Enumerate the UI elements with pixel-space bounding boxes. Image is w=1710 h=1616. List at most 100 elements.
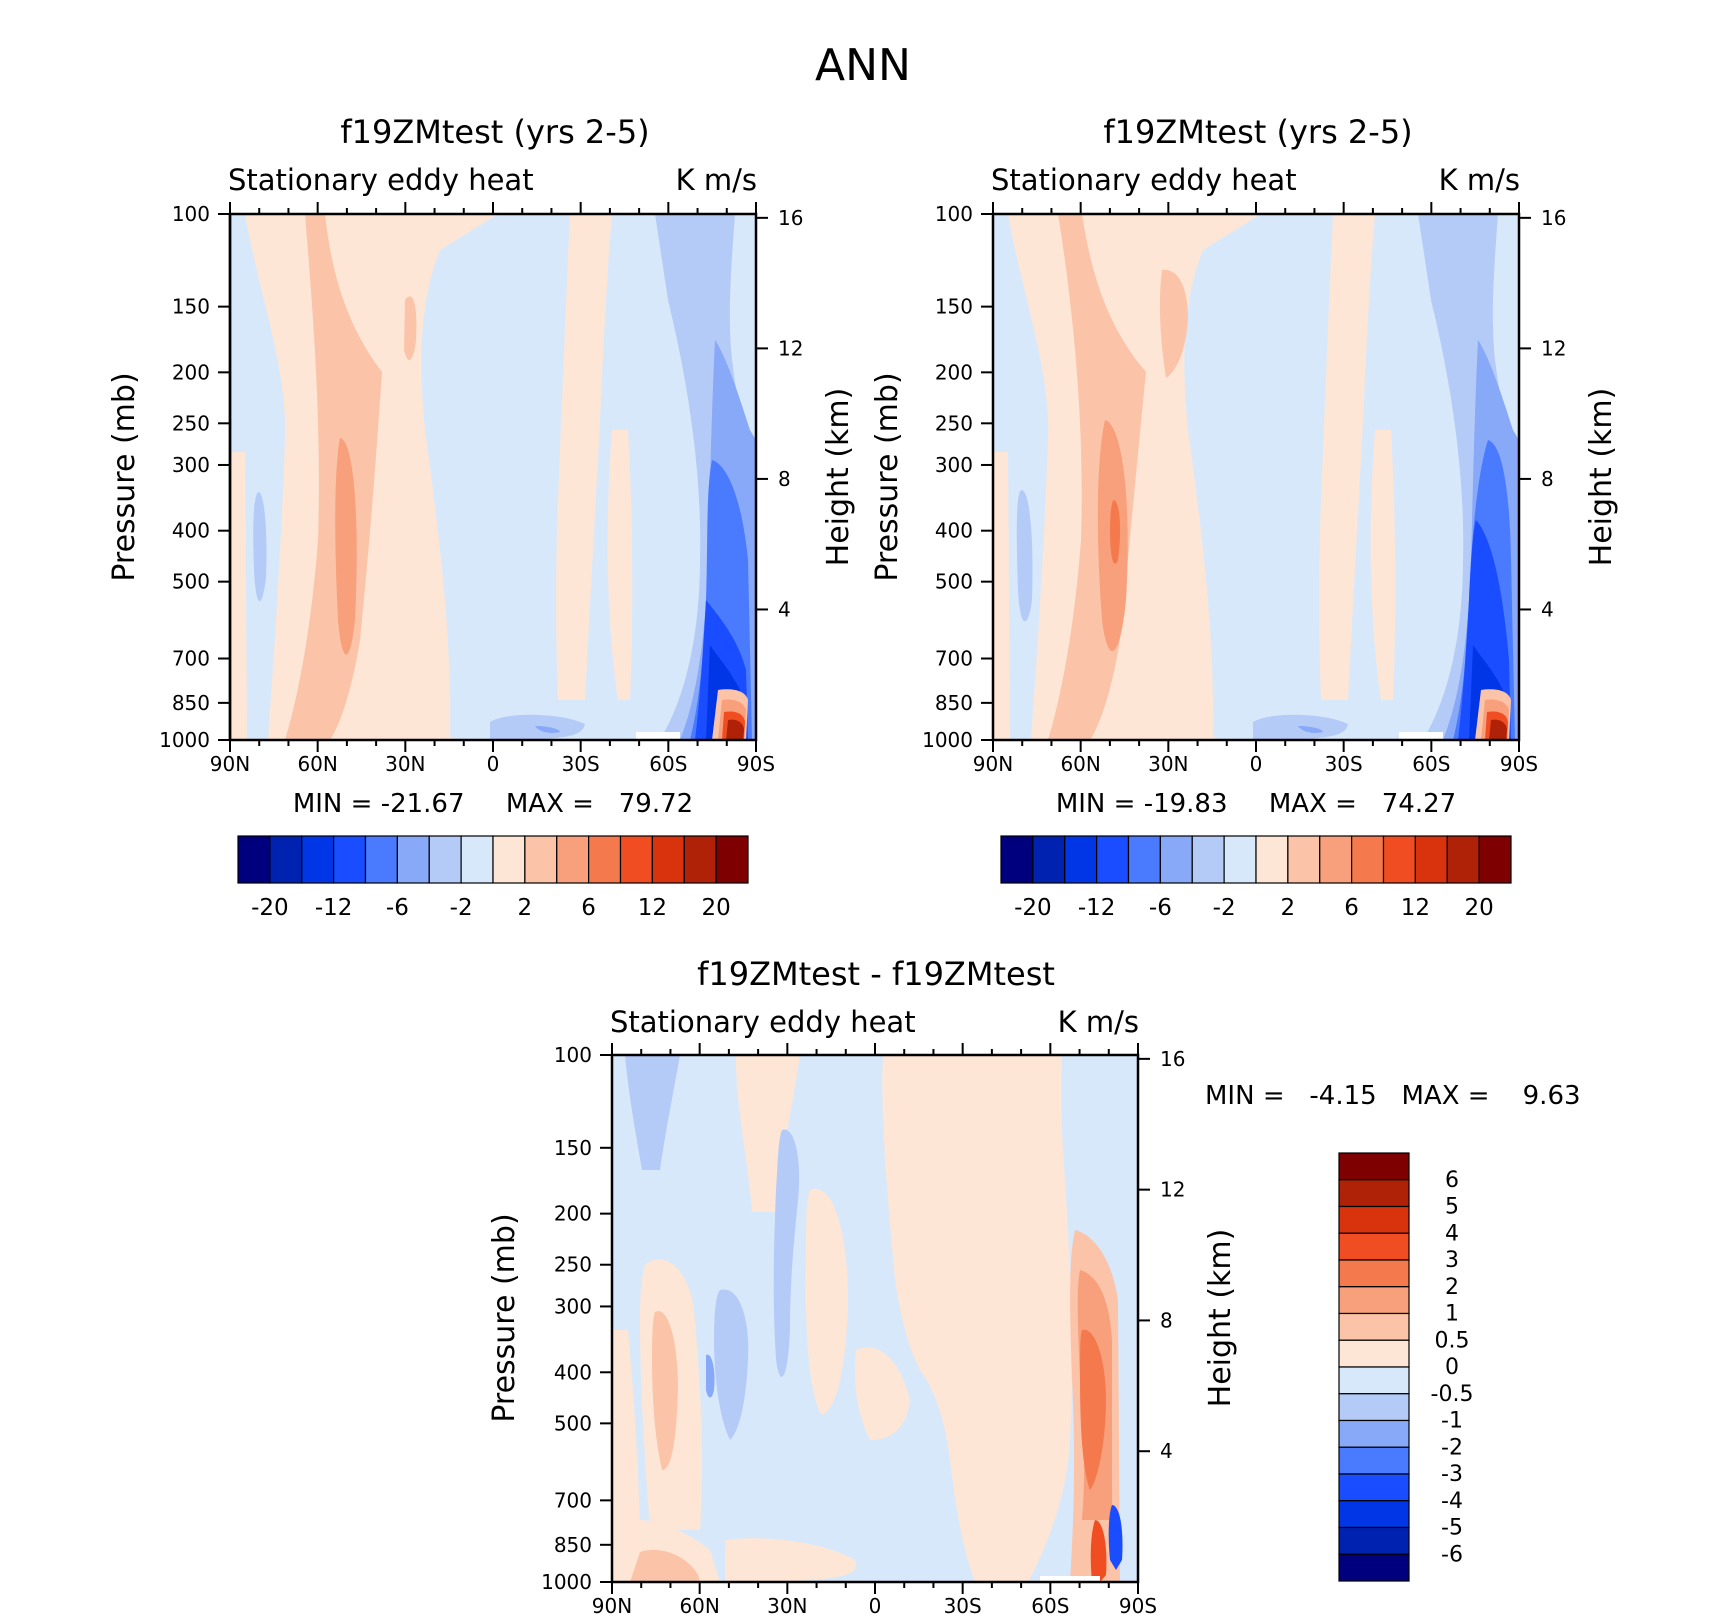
colorbar-swatch	[1338, 1473, 1410, 1502]
x-tick-label: 0	[1250, 752, 1263, 776]
min-value: -19.83	[1144, 789, 1228, 819]
y-right-tick-label: 4	[778, 597, 791, 621]
panel-subtitle-right: K m/s	[676, 163, 757, 197]
x-tick-label: 90N	[973, 752, 1013, 776]
y-tick-label: 850	[935, 691, 973, 715]
colorbar-label: 2	[1281, 895, 1296, 921]
y-tick-label: 400	[935, 519, 973, 543]
x-tick-label: 60S	[1031, 1594, 1069, 1616]
min-value: -4.15	[1309, 1081, 1376, 1111]
colorbar-swatch	[651, 835, 685, 884]
colorbar-label: -12	[1078, 895, 1116, 921]
colorbar-swatch	[1338, 1312, 1410, 1341]
y-axis-title: Pressure (mb)	[870, 372, 905, 581]
max-label: MAX =	[1269, 789, 1357, 819]
panel-title: f19ZMtest - f19ZMtest	[697, 955, 1055, 993]
colorbar-swatch	[683, 835, 717, 884]
panel-subtitle-left: Stationary eddy heat	[991, 163, 1297, 197]
y-tick-label: 500	[172, 570, 210, 594]
y-axis-title: Pressure (mb)	[487, 1213, 522, 1422]
colorbar-label: -12	[315, 895, 353, 921]
colorbar-swatch	[333, 835, 367, 884]
y-tick-label: 200	[935, 360, 973, 384]
y-right-tick-label: 12	[1160, 1178, 1185, 1202]
colorbar-label: 2	[518, 895, 533, 921]
min-label: MIN =	[1056, 789, 1136, 819]
colorbar-label: 0	[1445, 1355, 1459, 1380]
y-right-tick-label: 12	[778, 336, 803, 360]
colorbar-swatch	[237, 835, 271, 884]
colorbar-label: -5	[1441, 1516, 1463, 1541]
x-tick-label: 60N	[297, 752, 337, 776]
y-tick-label: 300	[554, 1294, 592, 1318]
colorbar-label: -6	[386, 895, 409, 921]
colorbar-swatch	[1446, 835, 1480, 884]
colorbar: -20 -12 -6 -2 2 6 12 20	[1000, 835, 1512, 921]
x-tick-label: 60S	[1412, 752, 1450, 776]
colorbar-swatch	[715, 835, 749, 884]
y-axis-right-title: Height (km)	[1203, 1229, 1238, 1408]
colorbar-swatch	[1032, 835, 1066, 884]
colorbar-label: 6	[1344, 895, 1359, 921]
colorbar-swatch	[1000, 835, 1034, 884]
max-value: 9.63	[1523, 1081, 1581, 1111]
colorbar-swatch	[1338, 1259, 1410, 1288]
colorbar-label: -2	[450, 895, 473, 921]
colorbar-swatch	[1351, 835, 1385, 884]
colorbar-label: 12	[1401, 895, 1430, 921]
x-tick-label: 90N	[210, 752, 250, 776]
y-axis-left: Pressure (mb) 100 150 200 250 300 400 500 700 85…	[870, 202, 993, 752]
colorbar-swatch	[1338, 1393, 1410, 1422]
x-tick-label: 60N	[679, 1594, 719, 1616]
panel-subtitle-right: K m/s	[1058, 1005, 1139, 1039]
colorbar-swatch	[1127, 835, 1161, 884]
colorbar-swatch	[1338, 1152, 1410, 1181]
y-axis-left: Pressure (mb) 100 150 200 250 300 400 500 700 85…	[487, 1043, 612, 1594]
colorbar-swatch	[1319, 835, 1353, 884]
x-tick-label: 90S	[1500, 752, 1538, 776]
colorbar-swatch	[1191, 835, 1225, 884]
colorbar-swatch	[1338, 1286, 1410, 1315]
colorbar-label: 20	[1464, 895, 1493, 921]
y-axis-right-title: Height (km)	[1584, 388, 1619, 567]
y-right-tick-label: 16	[778, 206, 803, 230]
x-tick-label: 30N	[767, 1594, 807, 1616]
x-tick-label: 30S	[944, 1594, 982, 1616]
y-right-tick-label: 4	[1160, 1439, 1173, 1463]
y-tick-label: 150	[935, 295, 973, 319]
colorbar-swatch	[1287, 835, 1321, 884]
y-tick-label: 200	[172, 360, 210, 384]
x-tick-label: 60N	[1060, 752, 1100, 776]
min-value: -21.67	[381, 789, 465, 819]
contour-field	[230, 214, 756, 740]
max-value: 74.27	[1382, 789, 1456, 819]
x-tick-label: 90S	[1119, 1594, 1157, 1616]
y-tick-label: 850	[172, 691, 210, 715]
colorbar: -20 -12 -6 -2 2 6 12 20	[237, 835, 749, 921]
colorbar-swatch	[1338, 1419, 1410, 1448]
y-tick-label: 100	[554, 1043, 592, 1067]
y-tick-label: 300	[935, 453, 973, 477]
x-tick-label: 30S	[1325, 752, 1363, 776]
colorbar-label: -6	[1149, 895, 1172, 921]
y-tick-label: 1000	[159, 728, 210, 752]
panel-subtitle-left: Stationary eddy heat	[610, 1005, 916, 1039]
y-tick-label: 300	[172, 453, 210, 477]
max-label: MAX =	[506, 789, 594, 819]
y-axis-right-title: Height (km)	[821, 388, 856, 567]
panel-title: f19ZMtest (yrs 2-5)	[340, 113, 649, 151]
max-label: MAX =	[1401, 1081, 1489, 1111]
colorbar-swatch	[1338, 1553, 1410, 1582]
contour-field	[612, 1055, 1138, 1582]
y-tick-label: 1000	[922, 728, 973, 752]
colorbar-swatch	[1338, 1232, 1410, 1261]
colorbar-swatch	[460, 835, 494, 884]
colorbar-swatch	[301, 835, 335, 884]
colorbar-swatch	[1338, 1339, 1410, 1368]
colorbar-swatch	[619, 835, 653, 884]
colorbar-swatch	[1159, 835, 1193, 884]
colorbar-swatch	[1338, 1446, 1410, 1475]
y-right-tick-label: 16	[1541, 206, 1566, 230]
min-max-text: MIN = -4.15 MAX = 9.63	[1205, 1081, 1581, 1111]
